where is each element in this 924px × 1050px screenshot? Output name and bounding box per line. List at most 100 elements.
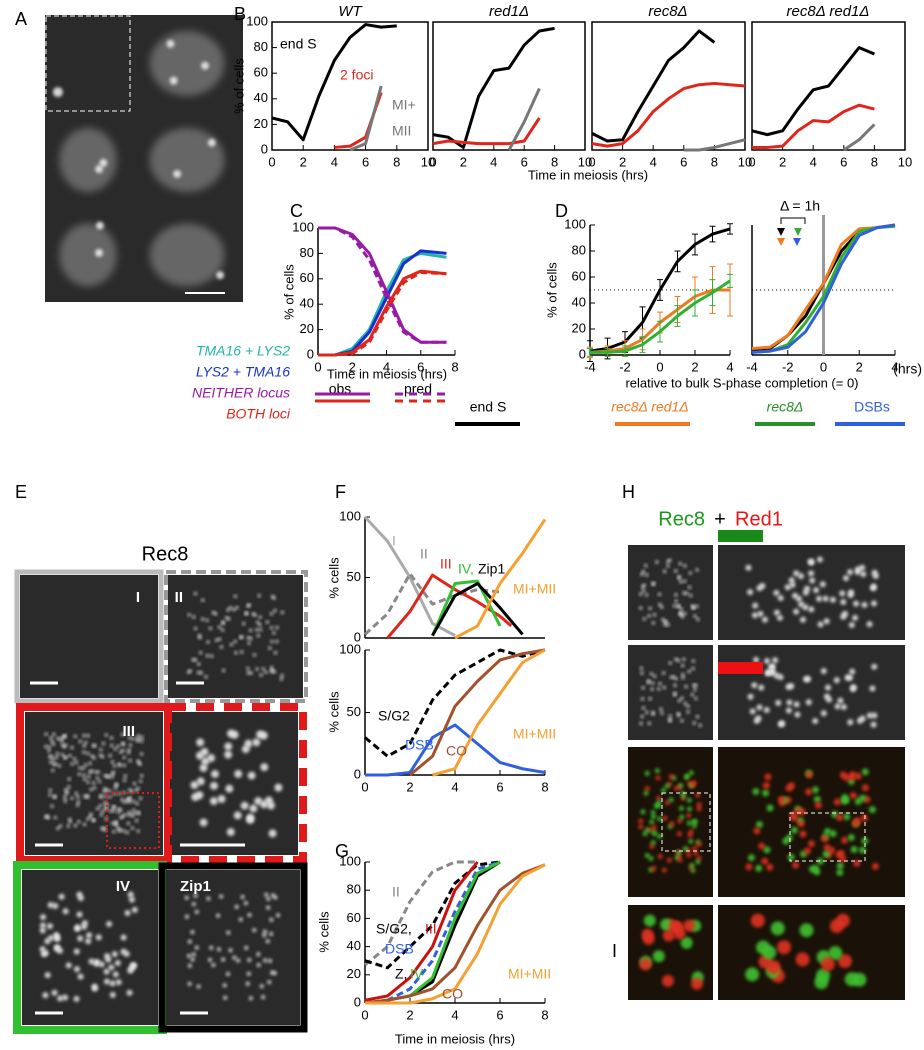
signal-spot — [642, 583, 646, 587]
signal-spot — [649, 843, 655, 849]
signal-spot — [254, 797, 263, 806]
signal-spot — [691, 823, 697, 829]
x-tick-label: 6 — [362, 154, 369, 169]
signal-spot — [62, 908, 69, 915]
signal-spot — [130, 826, 135, 830]
signal-spot — [47, 745, 51, 749]
x-tick-label: 2 — [460, 154, 467, 169]
signal-spot — [128, 799, 132, 803]
x-tick-label: 6 — [496, 779, 503, 794]
signal-spot — [244, 739, 253, 748]
signal-spot — [677, 818, 683, 824]
signal-spot — [693, 614, 697, 618]
signal-spot — [61, 735, 65, 739]
signal-spot — [199, 671, 203, 675]
signal-spot — [861, 768, 869, 776]
signal-spot — [246, 636, 250, 640]
signal-spot — [640, 697, 645, 701]
signal-spot — [676, 712, 681, 716]
signal-spot — [808, 570, 815, 577]
signal-spot — [789, 811, 797, 819]
annotation: end S — [280, 36, 317, 52]
error-bar — [709, 279, 716, 307]
signal-spot — [193, 626, 198, 631]
signal-spot — [657, 853, 663, 859]
signal-spot — [72, 757, 77, 761]
signal-spot — [78, 739, 82, 743]
signal-spot — [677, 576, 681, 580]
signal-spot — [247, 771, 256, 780]
signal-spot — [68, 754, 72, 758]
annotation: III — [440, 556, 452, 572]
signal-spot — [849, 792, 857, 800]
signal-spot — [695, 859, 701, 865]
signal-spot — [96, 807, 100, 811]
signal-spot — [100, 827, 104, 831]
signal-spot — [679, 814, 685, 820]
signal-spot — [668, 718, 672, 722]
signal-spot — [122, 829, 126, 833]
signal-spot — [650, 809, 656, 815]
signal-spot — [853, 600, 860, 607]
signal-spot — [669, 821, 675, 827]
signal-spot — [224, 750, 233, 759]
signal-spot — [265, 620, 269, 624]
signal-spot — [756, 585, 763, 592]
signal-spot — [816, 556, 823, 563]
signal-spot — [228, 606, 233, 610]
signal-spot — [768, 663, 775, 670]
data-line — [363, 572, 501, 636]
signal-spot — [214, 612, 218, 616]
x-tick-label: -2 — [619, 359, 631, 374]
signal-spot — [99, 158, 108, 167]
signal-spot — [86, 817, 90, 821]
signal-spot — [201, 598, 205, 602]
signal-spot — [656, 795, 662, 801]
signal-spot — [645, 573, 649, 577]
signal-spot — [837, 697, 844, 704]
signal-spot — [762, 789, 770, 797]
signal-spot — [655, 560, 659, 564]
signal-spot — [77, 895, 84, 902]
signal-spot — [792, 861, 800, 869]
signal-spot — [751, 682, 758, 689]
signal-spot — [219, 645, 224, 649]
signal-spot — [216, 271, 225, 280]
signal-spot — [820, 667, 827, 674]
signal-spot — [51, 742, 56, 746]
signal-spot — [134, 788, 138, 792]
signal-spot — [869, 685, 876, 692]
signal-spot — [777, 674, 784, 681]
signal-spot — [848, 621, 855, 628]
signal-spot — [870, 721, 877, 728]
signal-spot — [753, 717, 760, 724]
signal-spot — [128, 896, 135, 903]
signal-spot — [124, 910, 131, 917]
signal-spot — [127, 797, 131, 801]
annotation: rec8Δ red1Δ — [611, 399, 688, 415]
signal-spot — [777, 594, 784, 601]
signal-spot — [690, 781, 696, 787]
y-tick-label: 0 — [354, 629, 361, 644]
signal-spot — [226, 828, 235, 837]
signal-spot — [76, 795, 80, 799]
signal-spot — [248, 628, 253, 633]
signal-spot — [280, 610, 284, 614]
signal-spot — [58, 824, 63, 828]
signal-spot — [662, 929, 675, 942]
signal-spot — [668, 661, 672, 665]
signal-spot — [89, 812, 93, 816]
signal-spot — [234, 904, 239, 909]
signal-spot — [50, 804, 54, 808]
signal-spot — [641, 569, 646, 574]
x-tick-label: 2 — [300, 154, 307, 169]
signal-spot — [195, 751, 204, 760]
signal-spot — [650, 681, 655, 685]
signal-spot — [64, 743, 68, 747]
signal-spot — [804, 847, 812, 855]
chart-title: WT — [338, 3, 363, 20]
signal-spot — [193, 591, 198, 596]
signal-spot — [661, 974, 674, 987]
signal-spot — [826, 696, 833, 703]
signal-spot — [109, 991, 116, 998]
